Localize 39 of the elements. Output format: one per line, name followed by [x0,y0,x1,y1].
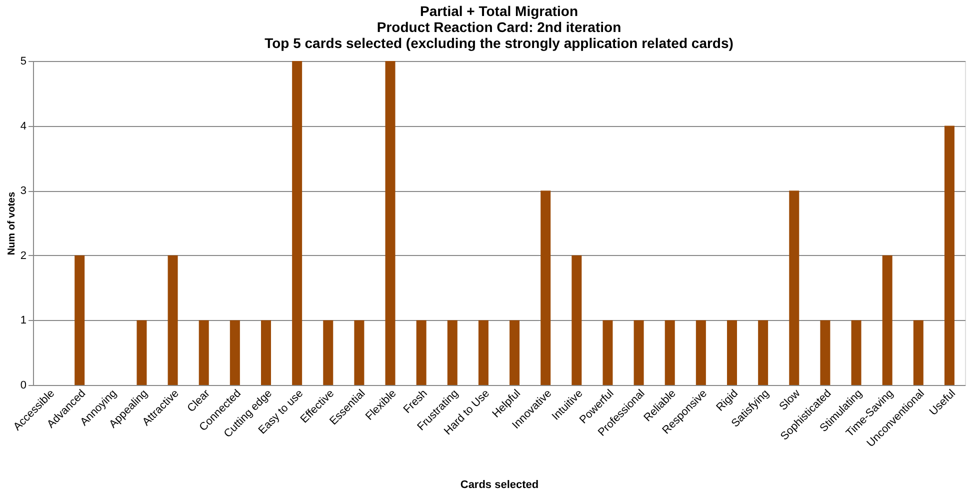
bar [323,320,334,385]
y-tick-label: 5 [20,56,26,68]
text: Partial + Total Migration [420,3,578,19]
bar [572,255,582,385]
bar [851,320,862,385]
y-tick-label: 1 [20,314,26,327]
bar [292,61,302,385]
bar [944,126,954,385]
bar [913,320,924,385]
bar [696,320,706,385]
bar [354,320,364,385]
bar [168,255,178,385]
y-axis-title: Num of votes [6,191,18,256]
bar [416,320,426,385]
bar [261,320,271,385]
bar [820,320,830,385]
x-axis-title: Cards selected [460,478,539,491]
bar [602,320,613,385]
text: Product Reaction Card: 2nd iteration [376,19,622,35]
bar [789,190,800,385]
bar [882,255,892,385]
bar [634,320,644,385]
bar [230,320,240,385]
bar [664,320,675,385]
text: Top 5 cards selected (excluding the strongly application related cards) [264,35,734,51]
bar [510,320,520,385]
bar [447,320,458,385]
bar [478,320,488,385]
bar [198,320,209,385]
bar [727,320,737,385]
bar [136,320,147,385]
bar [540,190,551,385]
y-tick-label: 2 [20,250,26,262]
y-tick-label: 0 [20,380,26,392]
bar [758,320,768,385]
y-tick-label: 4 [20,120,26,132]
bar [385,61,396,385]
y-tick-label: 3 [20,185,26,198]
bar [74,255,85,385]
